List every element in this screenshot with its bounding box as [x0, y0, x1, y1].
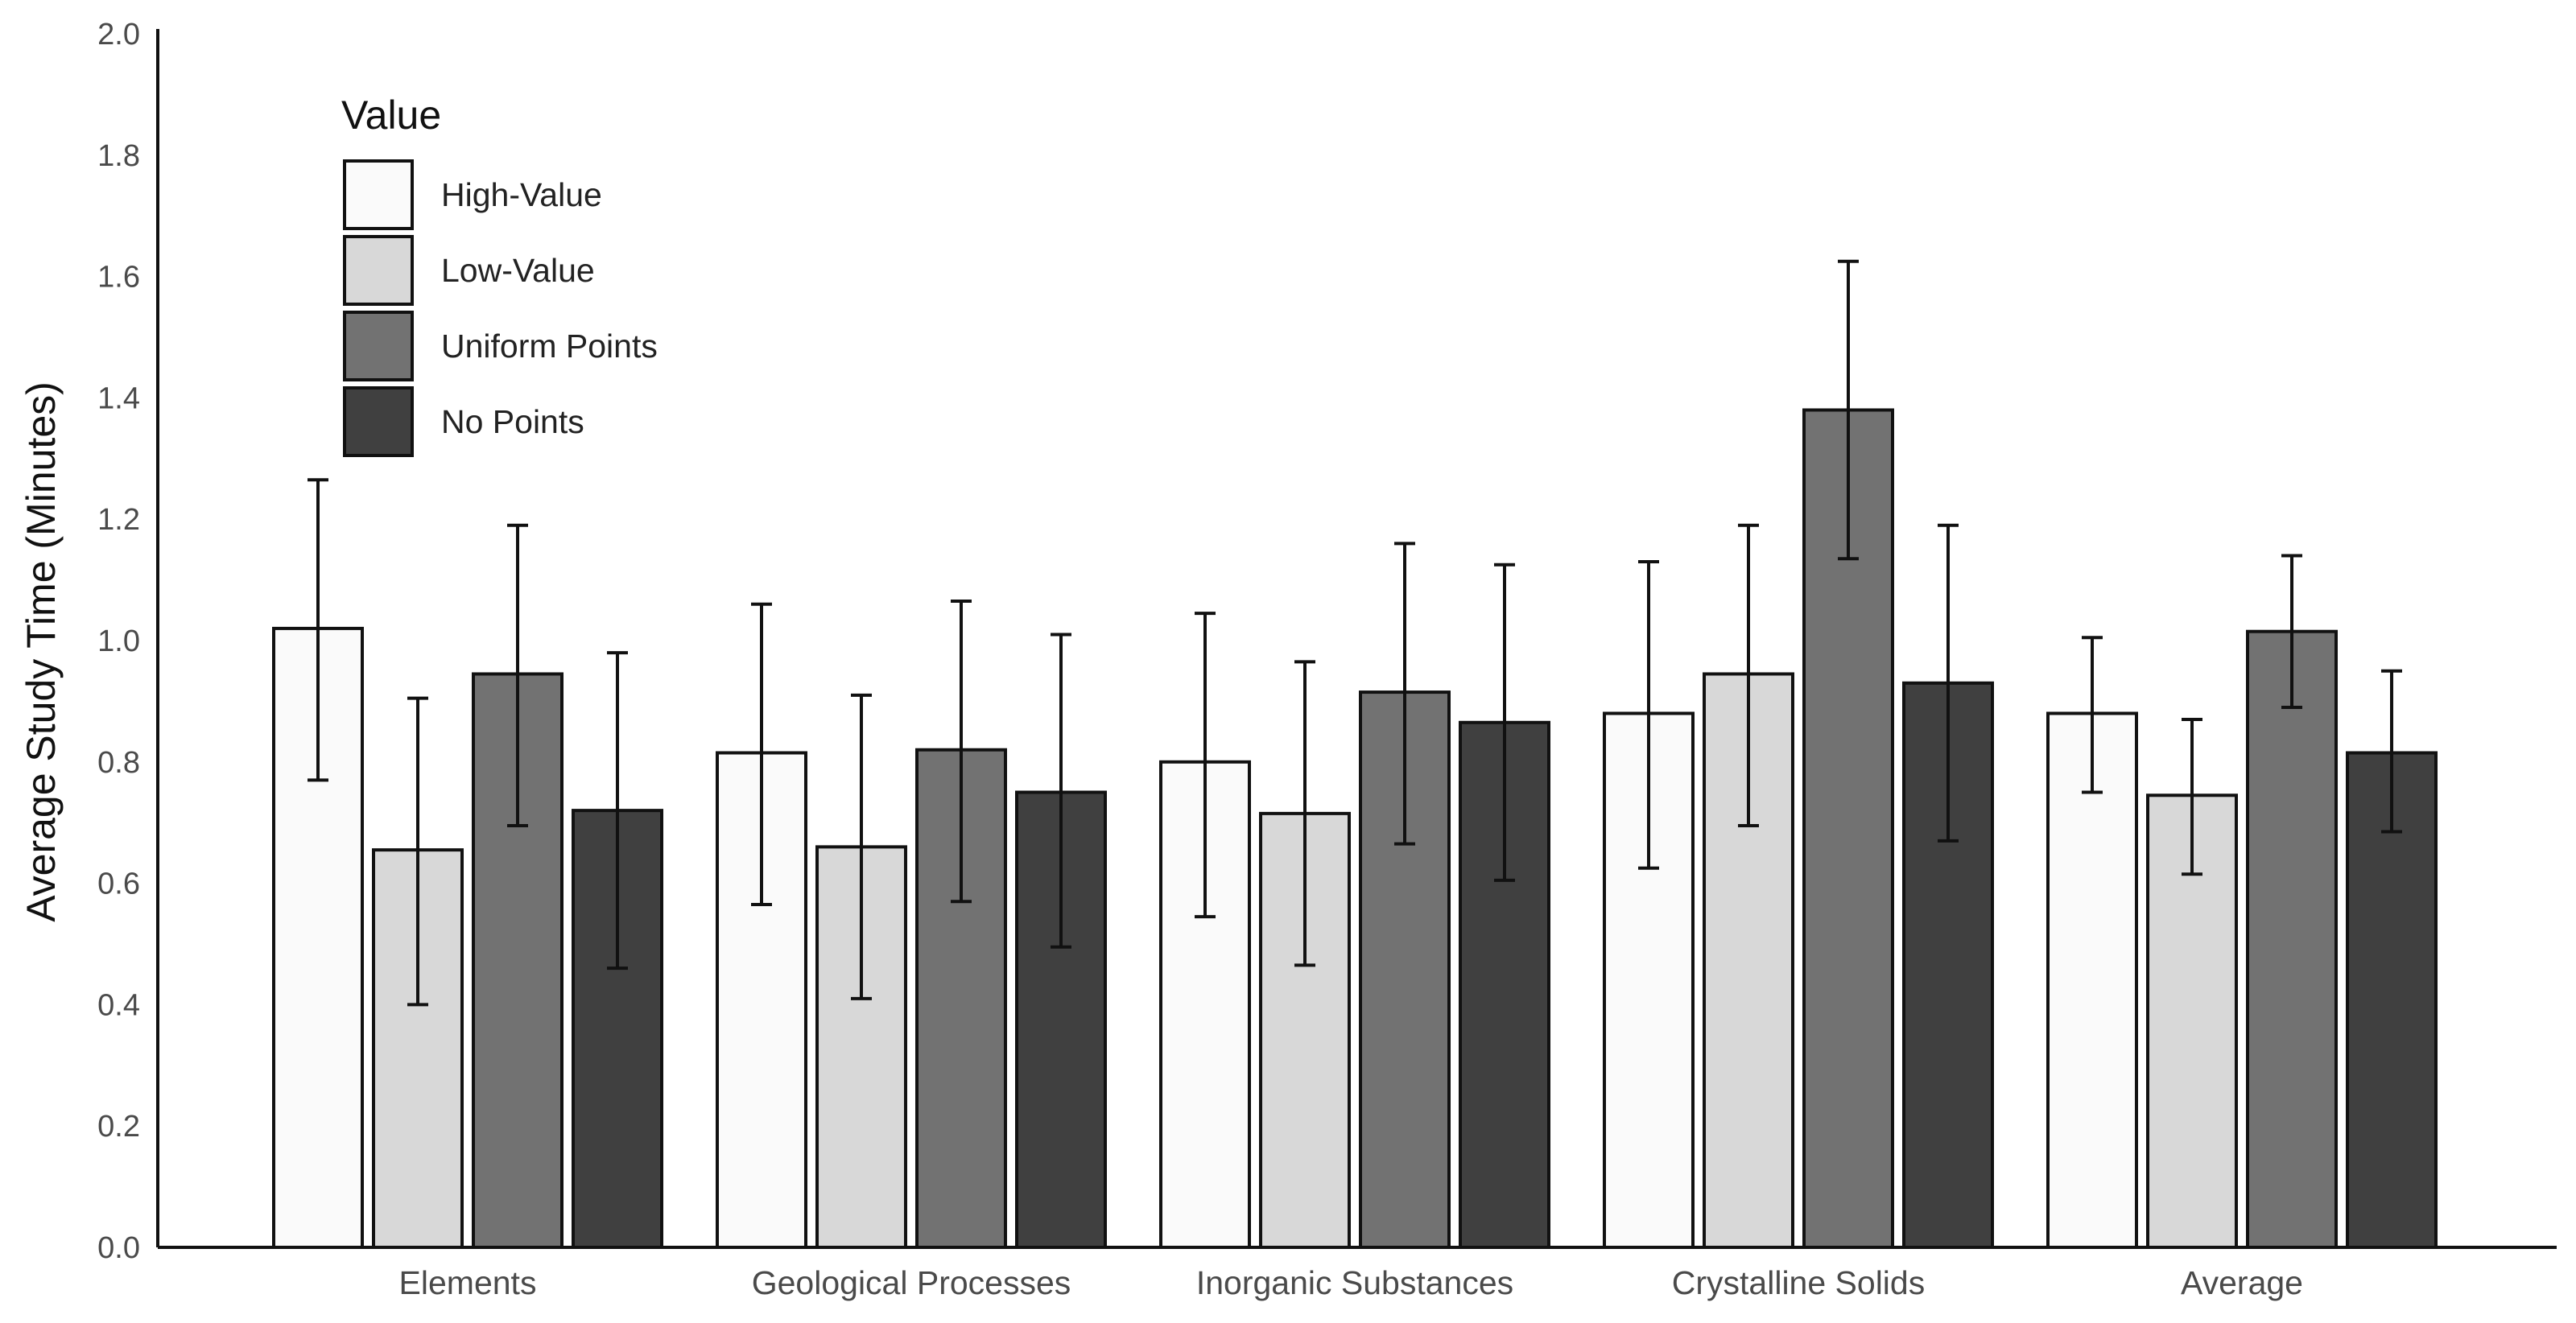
legend-swatch: [343, 311, 414, 381]
x-tick-label: Geological Processes: [752, 1264, 1071, 1301]
y-tick-label: 0.8: [97, 746, 140, 780]
error-bar: [507, 523, 528, 827]
x-tick-label: Average: [2181, 1264, 2303, 1301]
error-bar: [1938, 523, 1959, 843]
error-bar: [1838, 259, 1859, 561]
y-tick-label: 1.2: [97, 503, 140, 537]
error-bar: [851, 693, 872, 1000]
y-tick-label: 0.6: [97, 868, 140, 901]
axes: 0.0 0.2 0.4 0.6 0.8 1.0 1.2 1.4 1.6 1.8 2.0 Element…: [97, 18, 2557, 1301]
x-tick-label: Crystalline Solids: [1672, 1264, 1925, 1301]
x-tick-label: Inorganic Substances: [1196, 1264, 1513, 1301]
legend-label: High-Value: [441, 176, 602, 213]
legend-swatch: [343, 235, 414, 306]
y-tick-label: 1.6: [97, 261, 140, 295]
legend-label: Uniform Points: [441, 328, 658, 365]
bar-uniform-points: [2246, 629, 2338, 1249]
error-bar: [1394, 542, 1415, 846]
y-axis-title: Average Study Time (Minutes): [19, 381, 64, 922]
y-tick-label: 1.8: [97, 139, 140, 173]
error-bar: [308, 478, 328, 782]
error-bar: [2182, 718, 2202, 876]
y-tick-label: 2.0: [97, 18, 140, 52]
legend-swatch: [343, 159, 414, 230]
error-bars: [308, 259, 2402, 1007]
error-bar: [951, 599, 972, 904]
error-bar: [1195, 612, 1216, 919]
error-bar: [1051, 633, 1071, 949]
error-bar: [607, 651, 628, 971]
legend: Value High-Value Low-Value Uniform Points No…: [341, 93, 658, 457]
error-bar: [2082, 636, 2103, 794]
legend-label: Low-Value: [441, 252, 595, 289]
y-tick-label: 0.4: [97, 988, 140, 1022]
bars: [272, 408, 2438, 1250]
error-bar: [1494, 563, 1515, 882]
y-tick-label: 1.0: [97, 624, 140, 658]
error-bar: [1294, 660, 1315, 967]
error-bar: [751, 602, 772, 906]
error-bar: [407, 696, 428, 1007]
x-tick-label: Elements: [399, 1264, 537, 1301]
error-bar: [1638, 559, 1659, 870]
error-bar: [2281, 554, 2302, 709]
bar-no-points: [2346, 751, 2438, 1249]
error-bar: [1738, 523, 1759, 827]
error-bar: [2381, 669, 2402, 834]
y-tick-label: 0.0: [97, 1231, 140, 1265]
y-tick-label: 1.4: [97, 381, 140, 415]
legend-title: Value: [341, 93, 441, 138]
legend-label: No Points: [441, 403, 584, 440]
legend-swatch: [343, 386, 414, 457]
y-tick-label: 0.2: [97, 1110, 140, 1144]
